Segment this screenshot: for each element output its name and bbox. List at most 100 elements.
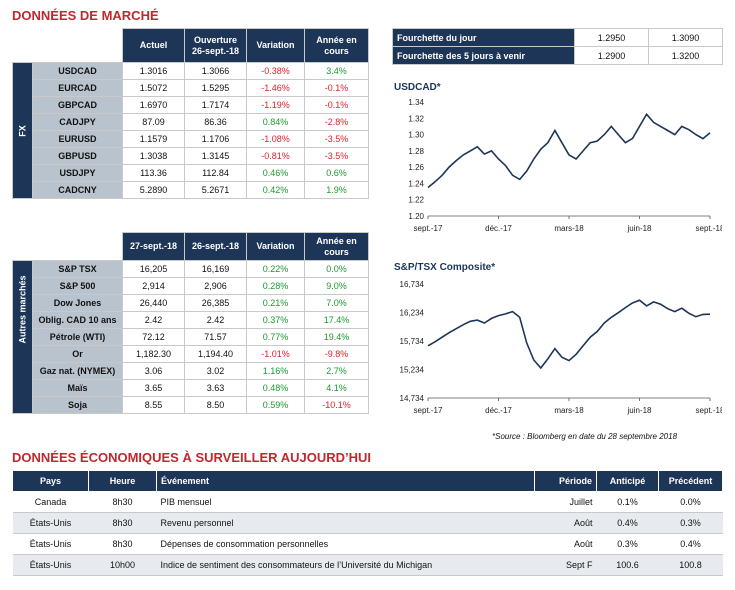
usdcad-chart-title: USDCAD* (394, 82, 441, 93)
y-tick-label: 1.32 (408, 114, 424, 123)
tsx-chart: 16,734 16,234 15,734 15,234 14,734 sept.-17 dé… (400, 280, 722, 415)
eco-cell-anticipe: 100.6 (596, 554, 659, 576)
row-name: GBPUSD (32, 147, 123, 165)
fx-header-actuel: Actuel (122, 28, 185, 63)
row-ytd: 1.9% (304, 181, 369, 199)
row-current: 26,440 (122, 294, 185, 312)
row-previous: 1.3066 (184, 62, 247, 80)
y-tick-label: 14,734 (400, 394, 425, 403)
side-label: FX (12, 62, 33, 199)
range-low-5days: 1.2900 (574, 46, 649, 65)
row-ytd: 2.7% (304, 362, 369, 380)
x-tick-label: déc.-17 (485, 224, 512, 233)
eco-cell-precedent: 0.4% (658, 533, 723, 555)
row-ytd: 17.4% (304, 311, 369, 329)
row-variation: 0.42% (246, 181, 305, 199)
row-name: Maïs (32, 379, 123, 397)
y-tick-label: 1.30 (408, 131, 424, 140)
row-ytd: -2.8% (304, 113, 369, 131)
eco-header-periode: Période (534, 470, 597, 492)
row-variation: -0.38% (246, 62, 305, 80)
row-variation: 1.16% (246, 362, 305, 380)
row-current: 87.09 (122, 113, 185, 131)
other-header-annee: Année en cours (304, 232, 369, 261)
row-ytd: -10.1% (304, 396, 369, 414)
table-row: Oblig. CAD 10 ans 2.42 2.42 0.37% 17.4% (13, 311, 369, 329)
x-tick-label: sept.-18 (696, 406, 722, 415)
eco-header-heure: Heure (88, 470, 157, 492)
y-tick-label: 1.22 (408, 196, 424, 205)
table-row: FX USDCAD 1.3016 1.3066 -0.38% 3.4% (12, 62, 369, 199)
eco-cell-evenement: Revenu personnel (156, 512, 535, 534)
row-previous: 3.63 (184, 379, 247, 397)
row-name: CADJPY (32, 113, 123, 131)
row-name: Dow Jones (32, 294, 123, 312)
row-variation: 0.22% (246, 260, 305, 278)
row-ytd: 9.0% (304, 277, 369, 295)
eco-cell-heure: 8h30 (88, 533, 157, 555)
row-current: 1.1579 (122, 130, 185, 148)
eco-cell-evenement: Indice de sentiment des consommateurs de… (156, 554, 535, 576)
row-variation: -1.19% (246, 96, 305, 114)
series-line (427, 299, 711, 370)
side-label-text: FX (17, 124, 28, 137)
eco-cell-evenement: PIB mensuel (156, 491, 535, 513)
tsx-chart-title: S&P/TSX Composite* (394, 262, 496, 273)
table-row: Dow Jones 26,440 26,385 0.21% 7.0% (13, 294, 369, 312)
eco-header-pays: Pays (12, 470, 89, 492)
row-current: 1.5072 (122, 79, 185, 97)
eco-header-anticipe: Anticipé (596, 470, 659, 492)
fx-header-ouverture: Ouverture 26-sept.-18 (184, 28, 247, 63)
range-high-5days: 1.3200 (648, 46, 723, 65)
eco-cell-pays: États-Unis (12, 533, 89, 555)
eco-cell-heure: 8h30 (88, 491, 157, 513)
eco-header-evenement: Événement (156, 470, 535, 492)
y-tick-label: 15,734 (400, 337, 425, 346)
x-tick-label: mars-18 (554, 406, 584, 415)
x-tick-label: juin-18 (626, 406, 652, 415)
eco-row: Canada 8h30 PIB mensuel Juillet 0.1% 0.0% (12, 491, 723, 513)
row-previous: 5.2671 (184, 181, 247, 199)
fx-header-variation: Variation (246, 28, 305, 63)
table-row: CADJPY 87.09 86.36 0.84% -2.8% (13, 113, 369, 131)
eco-cell-pays: États-Unis (12, 512, 89, 534)
row-name: EURCAD (32, 79, 123, 97)
row-previous: 3.02 (184, 362, 247, 380)
table-row: Autres marchés S&P TSX 16,205 16,169 0.22% 0.… (12, 260, 369, 414)
table-row: Pétrole (WTI) 72.12 71.57 0.77% 19.4% (13, 328, 369, 346)
fx-header-annee: Année en cours (304, 28, 369, 63)
row-previous: 112.84 (184, 164, 247, 182)
row-ytd: 0.0% (304, 260, 369, 278)
eco-cell-precedent: 100.8 (658, 554, 723, 576)
table-row: GBPCAD 1.6970 1.7174 -1.19% -0.1% (13, 96, 369, 114)
y-tick-label: 1.20 (408, 212, 424, 221)
row-previous: 1.1706 (184, 130, 247, 148)
row-current: 2,914 (122, 277, 185, 295)
row-name: Soja (32, 396, 123, 414)
eco-table: Pays Heure Événement Période Anticipé Pr… (12, 470, 723, 576)
row-ytd: -0.1% (304, 79, 369, 97)
row-current: 1.3016 (122, 62, 185, 80)
x-tick-label: déc.-17 (485, 406, 512, 415)
row-name: Or (32, 345, 123, 363)
other-table-body: Autres marchés S&P TSX 16,205 16,169 0.22% 0.… (12, 260, 369, 414)
usdcad-chart: 1.34 1.32 1.30 1.28 1.26 1.24 1.22 1.20 sept.-17… (408, 98, 722, 233)
x-tick-label: sept.-17 (414, 224, 443, 233)
other-header-variation: Variation (246, 232, 305, 261)
row-previous: 16,169 (184, 260, 247, 278)
row-current: 1,182.30 (122, 345, 185, 363)
eco-cell-heure: 10h00 (88, 554, 157, 576)
row-current: 3.06 (122, 362, 185, 380)
other-header-current: 27-sept.-18 (122, 232, 185, 261)
row-name: Oblig. CAD 10 ans (32, 311, 123, 329)
row-name: EURUSD (32, 130, 123, 148)
row-current: 16,205 (122, 260, 185, 278)
x-tick-label: mars-18 (554, 224, 584, 233)
row-variation: 0.37% (246, 311, 305, 329)
eco-cell-anticipe: 0.1% (596, 491, 659, 513)
row-variation: -1.46% (246, 79, 305, 97)
eco-cell-pays: États-Unis (12, 554, 89, 576)
row-name: GBPCAD (32, 96, 123, 114)
row-ytd: 0.6% (304, 164, 369, 182)
table-row: EURCAD 1.5072 1.5295 -1.46% -0.1% (13, 79, 369, 97)
